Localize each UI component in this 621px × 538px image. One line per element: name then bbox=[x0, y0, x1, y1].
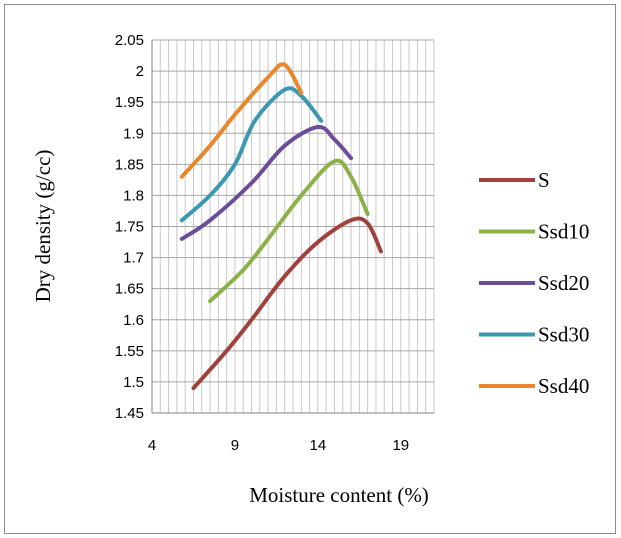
y-tick-label: 1.8 bbox=[123, 187, 144, 204]
legend: S Ssd10 Ssd20 Ssd30 Ssd40 bbox=[479, 168, 589, 398]
series-lines bbox=[179, 62, 383, 391]
legend-label-ssd20: Ssd20 bbox=[538, 271, 589, 295]
series-line-ssd30 bbox=[179, 86, 324, 223]
axes bbox=[151, 40, 434, 414]
x-tick-label: 14 bbox=[310, 437, 327, 454]
series-line-ssd40 bbox=[179, 62, 304, 179]
tick-labels: 1.45 1.5 1.55 1.6 1.65 1.7 1.75 1.8 1.85 1.9 1.95 2… bbox=[115, 32, 409, 454]
y-tick-label: 1.65 bbox=[115, 281, 144, 298]
series-line-ssd10 bbox=[208, 158, 370, 304]
x-tick-label: 19 bbox=[392, 437, 409, 454]
y-tick-label: 1.95 bbox=[115, 94, 144, 111]
legend-label-ssd30: Ssd30 bbox=[538, 323, 589, 347]
y-tick-label: 1.55 bbox=[115, 343, 144, 360]
y-tick-label: 1.7 bbox=[123, 250, 144, 267]
y-axis-title: Dry density (g/cc) bbox=[31, 150, 55, 303]
y-tick-label: 1.85 bbox=[115, 156, 144, 173]
y-tick-label: 1.9 bbox=[123, 125, 144, 142]
y-tick-label: 1.75 bbox=[115, 219, 144, 236]
legend-label-s: S bbox=[538, 168, 550, 192]
y-tick-label: 2.05 bbox=[115, 32, 144, 49]
series-line-ssd20 bbox=[179, 125, 354, 241]
x-tick-label: 9 bbox=[231, 437, 239, 454]
series-line-s bbox=[191, 216, 383, 391]
legend-label-ssd10: Ssd10 bbox=[538, 220, 589, 244]
x-tick-label: 4 bbox=[148, 437, 156, 454]
y-tick-label: 2 bbox=[136, 63, 144, 80]
x-axis-title: Moisture content (%) bbox=[249, 483, 429, 507]
grid-lines bbox=[151, 39, 435, 414]
y-tick-label: 1.5 bbox=[123, 374, 144, 391]
legend-label-ssd40: Ssd40 bbox=[538, 374, 589, 398]
y-tick-label: 1.6 bbox=[123, 312, 144, 329]
y-tick-label: 1.45 bbox=[115, 405, 144, 422]
